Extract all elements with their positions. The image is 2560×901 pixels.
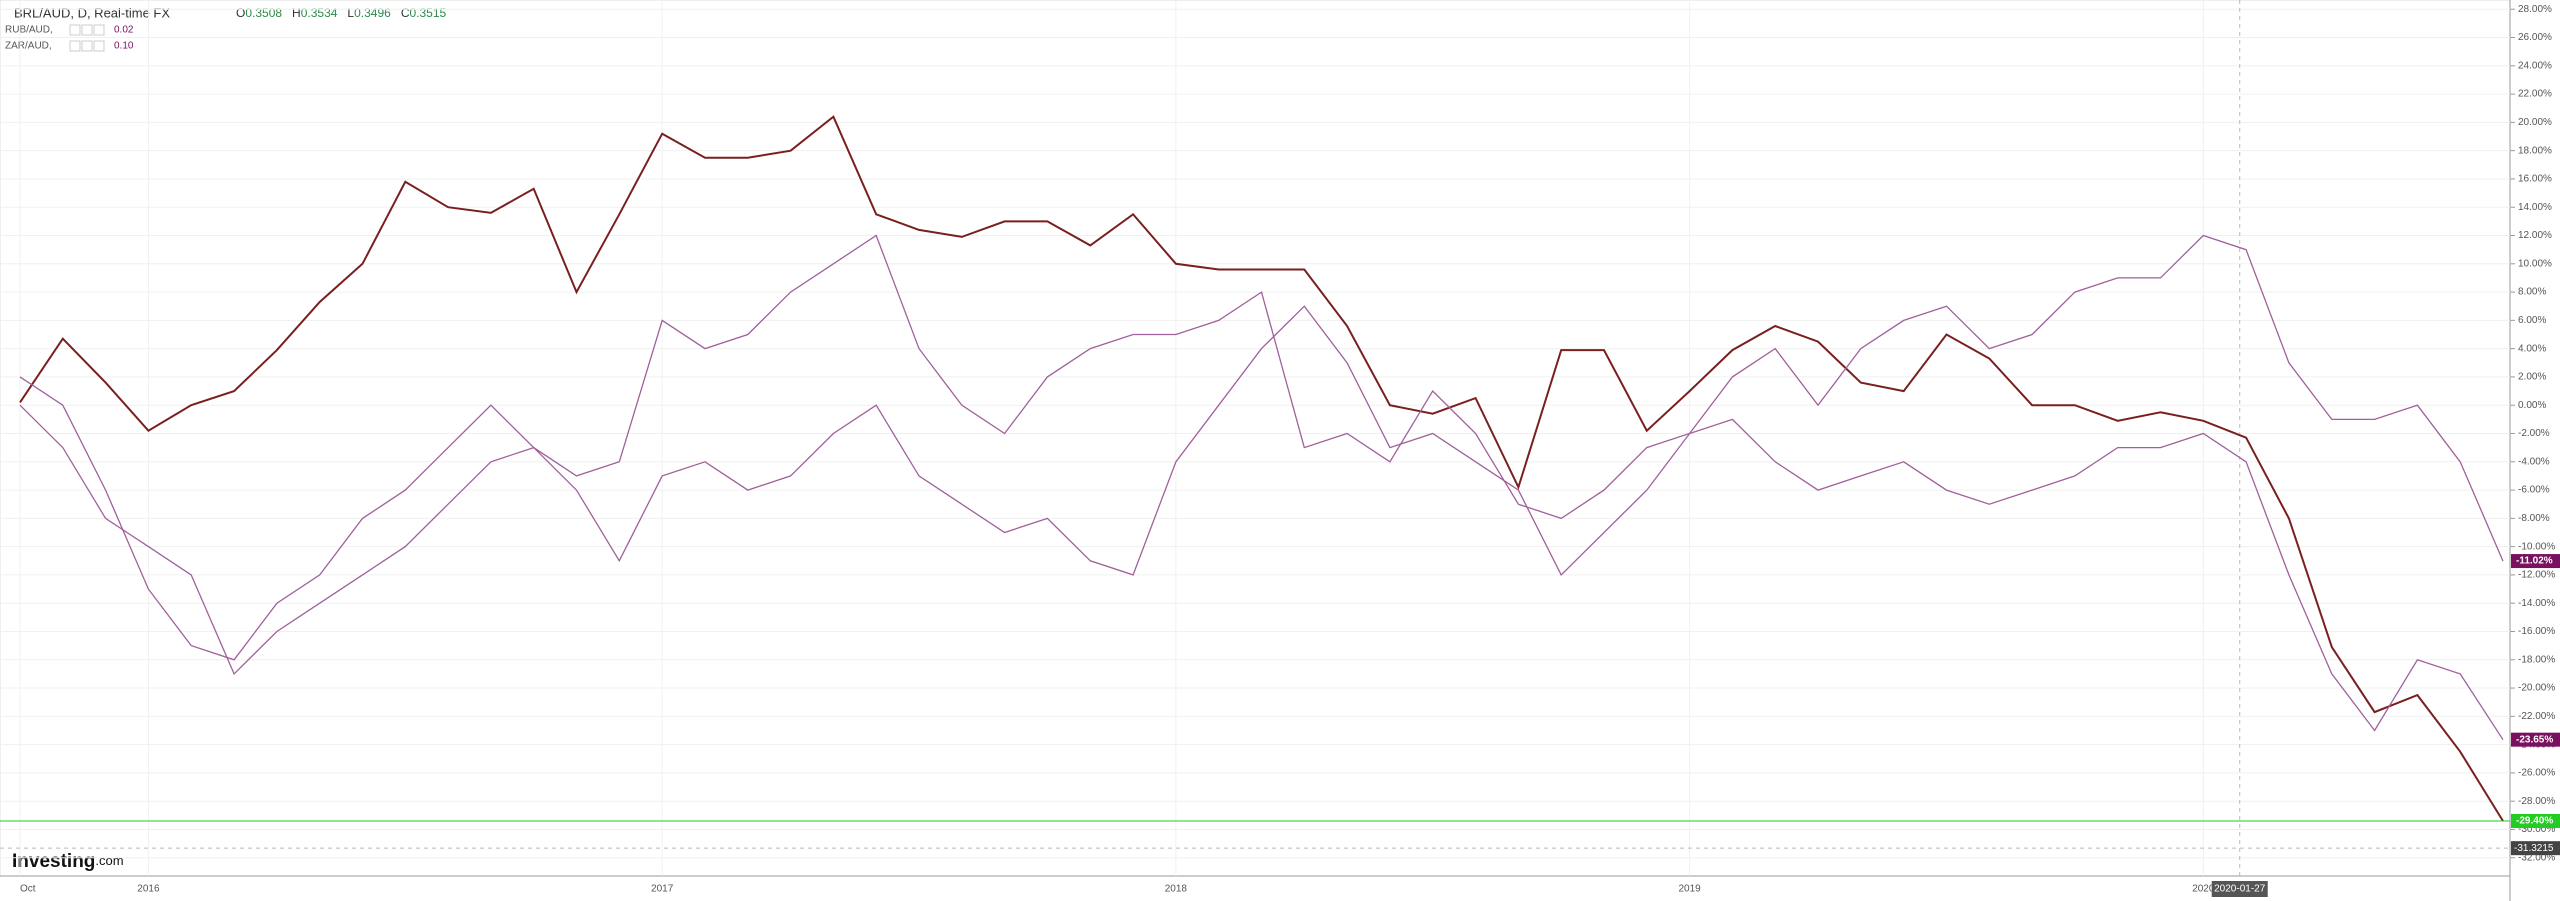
y-tick-label: -28.00% [2518,796,2555,807]
legend-button [81,40,93,52]
series-line [19,115,2504,822]
plot-area [0,0,2511,877]
y-tick-label: 10.00% [2518,258,2552,269]
legend-name: RUB/AUD, [5,25,53,36]
y-tick-label: 14.00% [2518,202,2552,213]
legend-value: 0.10 [114,41,134,52]
y-tick-label: 6.00% [2518,315,2546,326]
legend-value: 0.02 [114,25,134,36]
y-tick-label: -12.00% [2518,570,2555,581]
ohlc-value: 0.3496 [354,6,391,20]
x-tick-label: Oct [20,884,36,895]
y-tick-label: 0.00% [2518,400,2546,411]
y-tick-label: 16.00% [2518,174,2552,185]
y-tick-label: 28.00% [2518,4,2552,15]
value-label-box [2511,554,2560,569]
symbol: BRL/AUD, D, Real-time FX [14,5,170,20]
legend-button [93,40,105,52]
series-line [19,305,2504,741]
x-tick-label: 2017 [651,884,674,895]
brand-suffix: .com [95,853,123,868]
legend-button [93,24,105,36]
y-tick-label: 26.00% [2518,32,2552,43]
ohlc-value: 0.3515 [409,6,446,20]
legend-button [69,24,81,36]
ohlc-key: C [401,6,410,20]
y-tick-label: -32.00% [2518,852,2555,863]
legend-button [69,40,81,52]
y-tick-label: 18.00% [2518,145,2552,156]
y-tick-label: -30.00% [2518,824,2555,835]
crosshair-value: -31.3215 [2514,843,2554,854]
y-tick-label: -26.00% [2518,768,2555,779]
ohlc-key: L [347,6,354,20]
brand-logo: Investing.com [12,851,124,872]
value-label-box [2511,813,2560,828]
y-tick-label: 8.00% [2518,287,2546,298]
x-tick-label: 2018 [1165,884,1188,895]
y-tick-label: -20.00% [2518,683,2555,694]
y-tick-label: -22.00% [2518,711,2555,722]
y-tick-label: -16.00% [2518,626,2555,637]
ohlc-value: 0.3534 [301,6,338,20]
ohlc-value: 0.3508 [245,6,282,20]
value-label: -23.65% [2516,734,2553,745]
legend-button [81,24,93,36]
series-line [19,234,2504,661]
y-tick-label: -2.00% [2518,428,2550,439]
value-label-box [2511,732,2560,747]
crosshair-date-box [2211,881,2268,897]
brand: Investing [12,851,95,872]
x-tick-label: 2020 [2192,884,2215,895]
x-tick-label: 2016 [137,884,160,895]
ohlc-key: H [292,6,301,20]
y-tick-label: -8.00% [2518,513,2550,524]
y-tick-label: 4.00% [2518,343,2546,354]
y-tick-label: -14.00% [2518,598,2555,609]
y-tick-label: -18.00% [2518,654,2555,665]
crosshair-value-box [2511,841,2560,856]
value-label: -29.40% [2516,816,2553,827]
crosshair-date: 2020-01-27 [2214,884,2266,895]
value-label: -11.02% [2516,556,2553,567]
y-tick-label: 24.00% [2518,60,2552,71]
y-tick-label: -10.00% [2518,541,2555,552]
y-tick-label: 2.00% [2518,372,2546,383]
x-tick-label: 2019 [1678,884,1701,895]
y-tick-label: 22.00% [2518,89,2552,100]
y-tick-label: -4.00% [2518,456,2550,467]
y-tick-label: 12.00% [2518,230,2552,241]
ohlc-key: O [236,6,245,20]
y-tick-label: 20.00% [2518,117,2552,128]
legend-name: ZAR/AUD, [5,41,52,52]
y-tick-label: -6.00% [2518,485,2550,496]
